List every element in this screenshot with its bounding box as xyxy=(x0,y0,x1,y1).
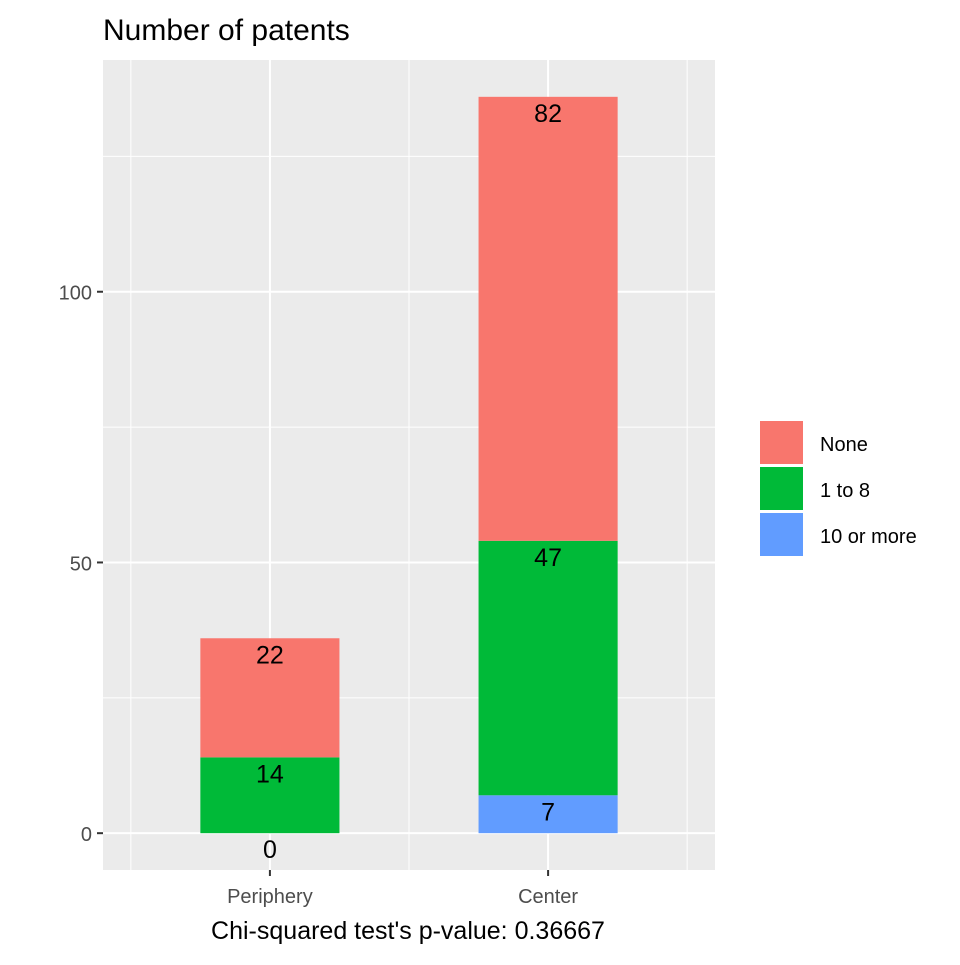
x-axis-title: Chi-squared test's p-value: 0.36667 xyxy=(211,917,605,945)
bar-segment xyxy=(200,757,340,834)
legend-label: None xyxy=(820,434,868,456)
bar-segment xyxy=(478,96,618,541)
bar-value-label: 47 xyxy=(534,544,562,572)
bar-value-label: 14 xyxy=(256,760,284,788)
x-tick-label: Center xyxy=(518,886,578,908)
x-axis: Periphery Center xyxy=(227,870,578,908)
bar-value-label: 82 xyxy=(534,100,562,128)
bar-value-label: 22 xyxy=(256,641,284,669)
bar-segment xyxy=(478,540,618,796)
legend-label: 10 or more xyxy=(820,526,917,548)
bar-segment xyxy=(200,638,340,758)
bars xyxy=(200,96,618,834)
y-tick-label: 0 xyxy=(81,824,92,846)
bar-segment xyxy=(478,795,618,834)
bar-value-label: 0 xyxy=(263,836,277,864)
chart-title: Number of patents xyxy=(103,14,350,47)
bar-value-label: 7 xyxy=(541,798,555,826)
x-tick-label: Periphery xyxy=(227,886,313,908)
bar-labels: 0 14 22 7 47 82 xyxy=(256,100,562,864)
legend-key xyxy=(760,513,803,556)
legend-key xyxy=(760,421,803,464)
legend-key xyxy=(760,467,803,510)
y-axis: 0 50 100 xyxy=(59,283,103,846)
legend: None 1 to 8 10 or more xyxy=(760,421,917,556)
y-tick-label: 100 xyxy=(59,283,92,305)
legend-label: 1 to 8 xyxy=(820,480,870,502)
y-tick-label: 50 xyxy=(70,553,92,575)
